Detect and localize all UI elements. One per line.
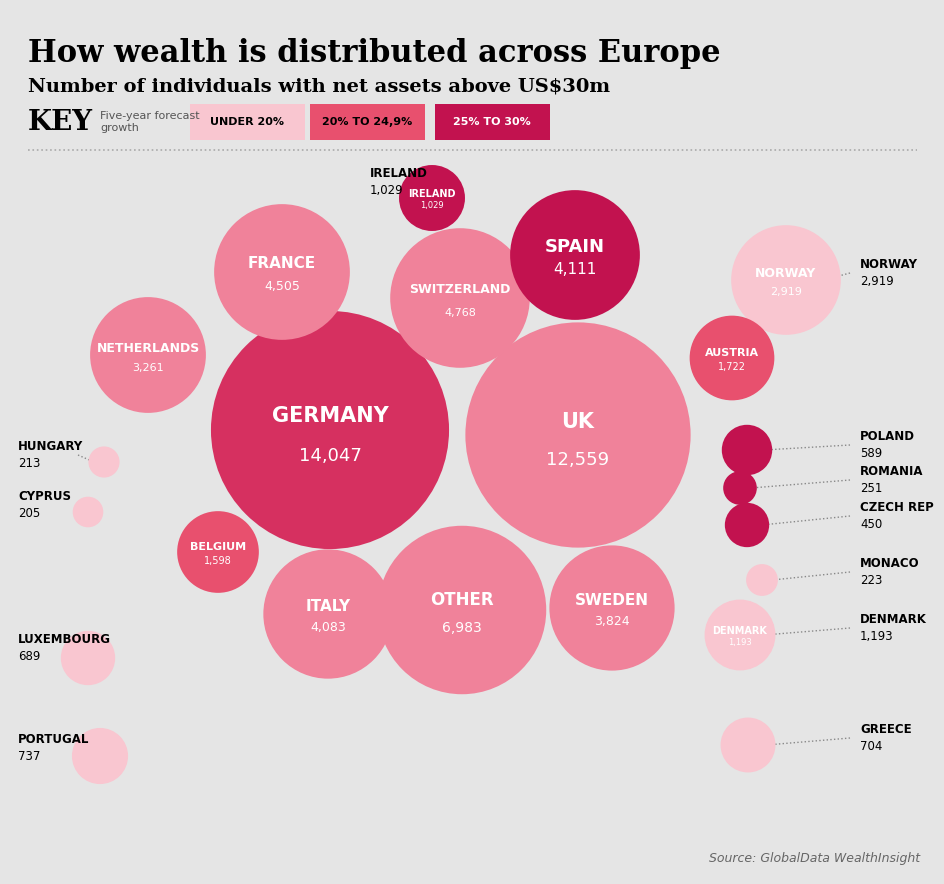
Text: 14,047: 14,047: [298, 447, 361, 465]
Text: 2,919: 2,919: [769, 286, 801, 297]
Text: How wealth is distributed across Europe: How wealth is distributed across Europe: [28, 38, 720, 69]
Text: FRANCE: FRANCE: [247, 256, 315, 271]
Text: 213: 213: [18, 457, 41, 470]
Bar: [310, 104, 425, 140]
Text: 1,029: 1,029: [420, 201, 444, 210]
Text: 2,919: 2,919: [859, 275, 893, 288]
Text: NORWAY: NORWAY: [859, 258, 917, 271]
Text: 6,983: 6,983: [442, 621, 481, 636]
Circle shape: [705, 600, 773, 669]
Text: 20% TO 24,9%: 20% TO 24,9%: [322, 117, 412, 127]
Text: UNDER 20%: UNDER 20%: [210, 117, 284, 127]
Circle shape: [264, 551, 391, 678]
Text: CZECH REP: CZECH REP: [859, 501, 933, 514]
Text: 737: 737: [18, 750, 41, 763]
Text: 1,029: 1,029: [370, 184, 403, 197]
Text: CYPRUS: CYPRUS: [18, 490, 71, 503]
Text: GERMANY: GERMANY: [271, 406, 388, 426]
Text: BELGIUM: BELGIUM: [190, 542, 245, 552]
Text: 450: 450: [859, 518, 882, 531]
Text: 4,083: 4,083: [310, 621, 346, 635]
Circle shape: [91, 298, 205, 412]
Text: HUNGARY: HUNGARY: [18, 440, 83, 453]
Text: Five-year forecast
growth: Five-year forecast growth: [100, 111, 199, 133]
Text: 3,824: 3,824: [594, 615, 629, 628]
Text: 704: 704: [859, 740, 882, 753]
Circle shape: [466, 324, 689, 546]
Circle shape: [90, 447, 118, 476]
Circle shape: [178, 512, 258, 591]
Text: AUSTRIA: AUSTRIA: [704, 348, 758, 358]
Circle shape: [690, 316, 772, 400]
Circle shape: [732, 226, 839, 334]
Text: SWEDEN: SWEDEN: [574, 593, 649, 608]
Circle shape: [391, 229, 529, 367]
Text: LUXEMBOURG: LUXEMBOURG: [18, 633, 110, 646]
Text: MONACO: MONACO: [859, 557, 919, 570]
Circle shape: [215, 205, 348, 339]
Circle shape: [723, 472, 755, 504]
Bar: [190, 104, 305, 140]
Text: 4,505: 4,505: [263, 280, 299, 293]
Circle shape: [721, 719, 773, 772]
Bar: [434, 104, 549, 140]
Text: 4,768: 4,768: [444, 309, 476, 318]
Text: ITALY: ITALY: [305, 598, 350, 613]
Circle shape: [747, 565, 776, 595]
Text: 25% TO 30%: 25% TO 30%: [452, 117, 531, 127]
Text: IRELAND: IRELAND: [370, 167, 428, 180]
Circle shape: [722, 426, 770, 474]
Text: ROMANIA: ROMANIA: [859, 465, 922, 478]
Text: NETHERLANDS: NETHERLANDS: [96, 342, 199, 354]
Text: 1,598: 1,598: [204, 556, 231, 566]
Text: 223: 223: [859, 574, 882, 587]
Text: UK: UK: [561, 412, 594, 431]
Circle shape: [61, 632, 114, 684]
Circle shape: [379, 527, 545, 693]
Text: SPAIN: SPAIN: [545, 239, 604, 256]
Circle shape: [549, 546, 673, 669]
Text: 1,722: 1,722: [717, 362, 745, 372]
Text: DENMARK: DENMARK: [712, 626, 767, 636]
Text: Source: GlobalData WealthInsight: Source: GlobalData WealthInsight: [708, 852, 919, 865]
Text: 3,261: 3,261: [132, 362, 163, 372]
Text: 689: 689: [18, 650, 41, 663]
Text: PORTUGAL: PORTUGAL: [18, 733, 90, 746]
Circle shape: [73, 729, 126, 783]
Text: 1,193: 1,193: [728, 638, 751, 647]
Text: KEY: KEY: [28, 109, 93, 135]
Text: 251: 251: [859, 482, 882, 495]
Text: 4,111: 4,111: [553, 262, 596, 277]
Circle shape: [211, 312, 447, 548]
Text: OTHER: OTHER: [430, 591, 494, 609]
Text: GREECE: GREECE: [859, 723, 911, 736]
Text: 589: 589: [859, 447, 882, 460]
Circle shape: [74, 498, 102, 526]
Text: NORWAY: NORWAY: [754, 267, 816, 280]
Circle shape: [511, 191, 638, 319]
Text: 1,193: 1,193: [859, 630, 893, 643]
Text: 205: 205: [18, 507, 41, 520]
Circle shape: [725, 504, 767, 546]
Text: SWITZERLAND: SWITZERLAND: [409, 283, 510, 296]
Text: DENMARK: DENMARK: [859, 613, 926, 626]
Text: 12,559: 12,559: [546, 451, 609, 469]
Text: Number of individuals with net assets above US$30m: Number of individuals with net assets ab…: [28, 78, 610, 96]
Circle shape: [399, 166, 464, 230]
Text: POLAND: POLAND: [859, 430, 914, 443]
Text: IRELAND: IRELAND: [408, 189, 455, 199]
